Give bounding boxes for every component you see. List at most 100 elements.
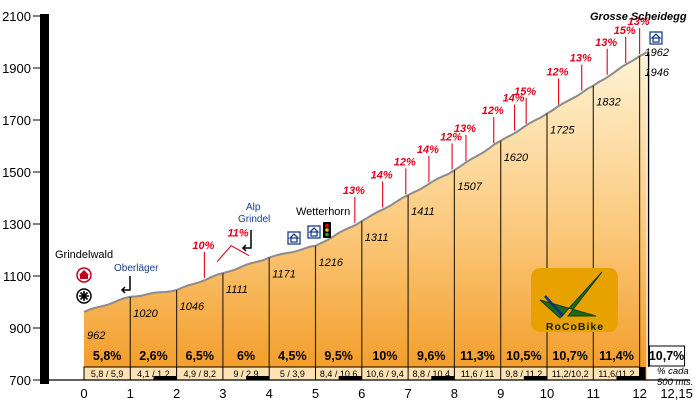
steep-marker-label: 12%: [482, 105, 504, 117]
half-km-mark: [431, 376, 455, 380]
steep-marker-label: 14%: [417, 144, 439, 156]
last-gradient-box: [649, 345, 686, 367]
x-tick-label: 3: [219, 386, 226, 401]
steep-markers: 10%11%13%14%12%14%12%13%12%14%15%12%13%1…: [192, 16, 650, 278]
half-km-label: 4,9 / 8,2: [183, 369, 216, 379]
steep-marker-label: 12%: [394, 156, 416, 168]
y-tick-label: 1700: [2, 113, 31, 128]
altitude-label: 1725: [550, 125, 575, 137]
rocobike-logo: RoCoBike: [531, 268, 618, 333]
altitude-label: 1620: [504, 152, 529, 164]
altitude-label: 1111: [226, 284, 248, 296]
y-tick-label: 2100: [2, 9, 31, 24]
altitude-label: 1832: [596, 97, 620, 109]
half-km-label: 5 / 3,9: [280, 369, 305, 379]
altitude-label: 1171: [272, 269, 296, 281]
x-tick-label: 10: [540, 386, 554, 401]
half-km-mark: [338, 376, 362, 380]
x-tick-label: 0: [80, 386, 87, 401]
steep-marker-label: 13%: [628, 16, 650, 28]
alp-label-line2: Grindel: [238, 214, 270, 225]
half-km-label: 9,8 / 11,2: [505, 369, 542, 379]
x-tick-label: 11: [587, 386, 601, 401]
x-tick-label: 2: [173, 386, 180, 401]
y-axis-ticks: 700 900 1100 1300 1500 1700 1900 2100: [2, 9, 40, 388]
km-gradient-label: 10,7%: [552, 349, 587, 363]
km-gradient-labels: 5,8% 2,6% 6,5% 6% 4,5% 9,5% 10% 9,6% 11,3% 10,5% 1…: [93, 345, 686, 367]
steep-marker-line: [216, 244, 250, 263]
cog-icon: [76, 288, 92, 304]
altitude-label: 1411: [411, 206, 435, 218]
half-km-label: 8,4 / 10,6: [320, 369, 358, 379]
footnote-line2: 500 mts.: [657, 377, 693, 388]
y-tick-label: 1900: [2, 61, 31, 76]
summit-house-icon: [649, 31, 663, 45]
km-gradient-label: 5,8%: [93, 349, 122, 363]
x-tick-label: 12: [632, 386, 646, 401]
half-km-label: 9 / 2,9: [234, 369, 259, 379]
km-gradient-label: 9,5%: [324, 349, 353, 363]
half-km-end: [639, 367, 646, 380]
house-icon: [307, 225, 321, 239]
altitude-label: 1216: [319, 257, 344, 269]
profile-area: [83, 51, 648, 381]
steep-marker-label: 12%: [547, 67, 569, 79]
km-gradient-label: 4,5%: [278, 349, 307, 363]
wetterhorn-label: Wetterhorn: [296, 206, 350, 218]
profile-line: [83, 51, 648, 313]
profile-fill: [84, 51, 647, 381]
km-gradient-label: 6%: [237, 349, 255, 363]
km-gradient-label: 2,6%: [139, 349, 168, 363]
half-km-gradient-bar: 5,8 / 5,9 4,1 / 1,2 4,9 / 8,2 9 / 2,9 5 / 3,…: [83, 366, 646, 381]
km-gradient-label: 11,3%: [460, 349, 495, 363]
altitude-label: 1046: [180, 301, 205, 313]
traffic-light-icon: [323, 222, 331, 238]
altitude-label: 962: [87, 330, 105, 342]
km-gradient-label: 11,4%: [599, 349, 634, 363]
km-gradient-label: 10%: [372, 349, 397, 363]
steep-marker-label: 13%: [570, 53, 592, 65]
half-km-mark: [153, 376, 177, 380]
half-km-label: 11,6 / 11: [461, 369, 495, 379]
x-tick-label: 12,15: [660, 386, 693, 401]
steep-marker-label: 10%: [192, 240, 214, 252]
x-axis-ticks: 0 1 2 3 4 5 6 7 8 9 10 11 12 12,15: [49, 379, 693, 401]
steep-marker-label: 13%: [343, 185, 365, 197]
x-tick-label: 5: [312, 386, 319, 401]
y-axis-bar: [40, 14, 49, 384]
x-tick-label: 1: [127, 386, 134, 401]
half-km-label: 5,8 / 5,9: [91, 369, 124, 379]
steep-marker-label: 13%: [454, 123, 476, 135]
half-km-label: 8,8 / 10,4: [412, 369, 450, 379]
x-tick-label: 6: [358, 386, 365, 401]
altitude-label: 1962: [645, 47, 669, 59]
km-gradient-label: 6,5%: [186, 349, 215, 363]
x-tick-label: 9: [497, 386, 504, 401]
alp-arrow-icon: [241, 230, 252, 252]
steep-marker-label: 13%: [595, 37, 617, 49]
alp-label-line1: Alp: [246, 202, 261, 213]
oberlager-label: Oberläger: [114, 263, 159, 274]
half-km-label: 11,2/10,2: [552, 369, 589, 379]
steep-marker-label: 15%: [514, 86, 536, 98]
house-icon: [287, 231, 301, 245]
km-gradient-label: 10,5%: [506, 349, 541, 363]
y-tick-label: 1500: [2, 165, 31, 180]
km-gradient-label: 10,7%: [649, 349, 684, 363]
km-gradient-label: 9,6%: [417, 349, 446, 363]
steep-marker-label: 12%: [440, 131, 462, 143]
altitude-label: 1311: [365, 232, 389, 244]
half-km-label: 10,6 / 9,4: [366, 369, 404, 379]
steep-marker-label: 15%: [614, 25, 636, 37]
half-km-label: 11,6/11,2: [598, 369, 634, 379]
altitude-labels: 962 1020 1046 1111 1171 1216 1311 1411 1507 1620 1…: [87, 47, 670, 342]
altitude-label: 1946: [645, 67, 670, 79]
half-km-mark: [523, 376, 547, 380]
altitude-label: 1020: [133, 308, 158, 320]
steep-marker-label: 14%: [371, 169, 393, 181]
start-place-label: Grindelwald: [55, 249, 113, 261]
x-tick-label: 4: [266, 386, 273, 401]
half-km-label: 4,1 / 1,2: [137, 369, 170, 379]
footnote-line1: % cada: [657, 366, 689, 377]
